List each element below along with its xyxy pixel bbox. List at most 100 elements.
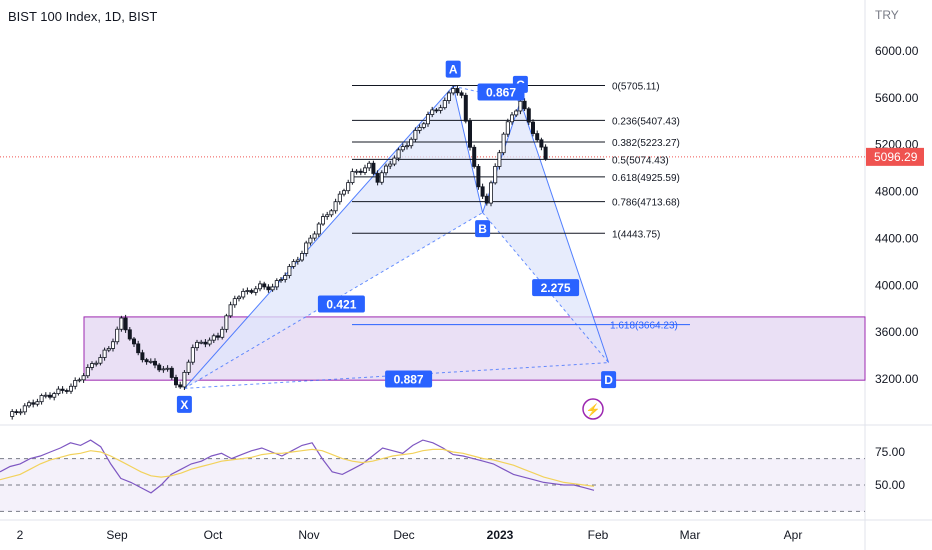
rsi-pane[interactable]: 75.00 50.00 [0,439,905,512]
candle-body [136,343,141,354]
chart-title: BIST 100 Index, 1D, BIST [8,9,158,24]
candle-body [98,357,103,364]
candle-body [362,167,367,173]
candle-body [152,360,157,366]
candle-body [358,170,363,173]
candle-body [438,107,443,111]
price-axis[interactable]: 6000.005600.005200.004800.004400.004000.… [866,44,924,386]
last-price-value: 5096.29 [874,150,918,164]
candle-body [287,266,292,276]
pattern-diag-XB [184,212,483,389]
ratio-label-box [317,295,365,313]
candle-body [514,110,519,116]
candle-body [14,411,19,413]
fib-level-label: 1.618(3664.23) [610,321,678,332]
candle-body [413,130,418,140]
candle-body [194,341,199,349]
candle-body [245,290,250,292]
price-tick-label: 4800.00 [875,185,919,199]
rsi-tick-label: 75.00 [875,445,905,459]
candle-body [157,364,162,371]
candle-body [337,193,342,203]
candle-body [228,304,233,317]
time-axis[interactable]: 2 Sep Oct Nov Dec 2023 Feb Mar Apr [17,528,803,542]
time-tick-label: 2023 [487,528,514,542]
price-tick-label: 5600.00 [875,91,919,105]
fib-level-label: 0.382(5223.27) [612,138,680,149]
candle-body [257,283,262,290]
point-label-b: B [478,222,487,236]
candle-body [304,242,309,254]
candle-body [56,388,61,395]
candle-body [417,126,422,131]
candle-body [69,385,74,392]
candle-body [421,123,426,128]
candle-body [211,335,216,341]
candle-body [396,149,401,159]
candle-body [26,402,31,407]
candle-body [43,394,48,397]
candle-body [446,92,451,101]
candle-body [346,182,351,192]
point-label-a-box [445,60,461,78]
fib-level-label: 0(5705.11) [612,82,660,93]
candle-body [60,388,65,391]
candle-body [392,157,397,165]
candle-body [241,290,246,298]
candle-body [144,359,149,363]
fib-level-label: 0.236(5407.43) [612,116,680,127]
lightning-icon [582,398,604,420]
candle-body [501,133,506,154]
candle-body [329,210,334,216]
harmonic-pattern [184,85,610,389]
ratio-label-box [385,370,433,388]
ratio-label: 0.887 [394,373,424,387]
ratio-label-box [532,279,580,297]
candle-body [102,349,107,358]
rsi-tick-label: 50.00 [875,478,905,492]
point-label-a: A [449,63,458,77]
candle-body [94,362,99,365]
candle-body [480,186,485,197]
candle-body [64,390,69,392]
candle-body [459,92,464,96]
candle-body [127,329,132,340]
candle-body [203,341,208,345]
fib-retracement: 0(5705.11) 0.236(5407.43) 0.382(5223.27) 0.… [352,82,690,332]
candle-body [262,283,267,288]
candle-body [52,393,57,398]
candle-body [22,405,27,413]
candle-body [165,367,170,370]
candlestick-series [10,85,548,420]
candle-body [400,146,405,151]
time-tick-label: Sep [106,528,128,542]
time-tick-label: Nov [298,528,319,542]
candle-body [39,395,44,403]
pattern-leg-CD [519,101,610,363]
candle-body [220,328,225,338]
candle-body [278,279,283,281]
candle-body [106,348,111,351]
candle-body [190,347,195,363]
candle-body [48,394,53,398]
last-price-badge [866,147,924,166]
candle-body [18,411,23,414]
candle-body [476,166,481,188]
candle-body [442,100,447,109]
rsi-line [0,439,595,494]
candle-body [224,315,229,330]
candle-body [77,379,82,382]
candle-body [178,384,183,388]
pattern-leg-XA [184,85,454,389]
candle-body [522,100,527,110]
ratio-label-box [477,83,525,101]
price-tick-label: 4400.00 [875,231,919,245]
candle-body [111,341,116,349]
pattern-leg-AB [452,86,484,213]
rsi-ma-line [0,448,595,487]
candle-body [493,166,498,184]
candle-body [295,259,300,262]
candle-body [312,233,317,239]
